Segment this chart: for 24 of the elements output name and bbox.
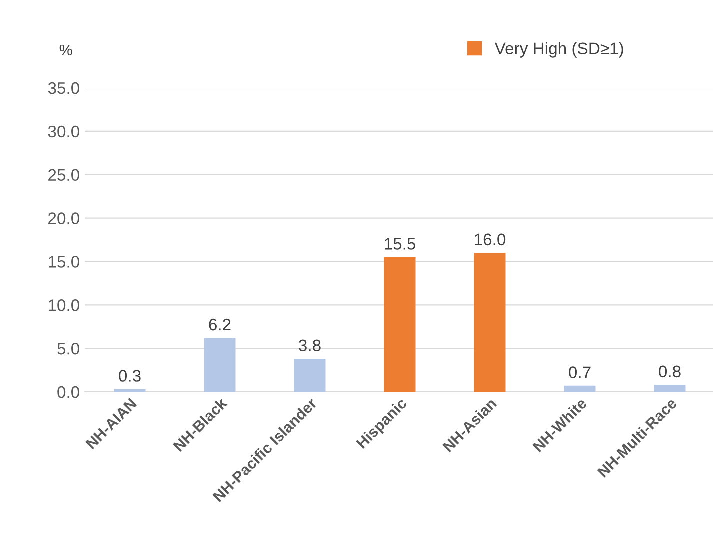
bar	[654, 385, 686, 392]
bar	[294, 358, 326, 392]
bar	[474, 253, 506, 392]
bar	[114, 389, 146, 392]
y-tick-label: 0.0	[58, 386, 80, 398]
data-label: 0.8	[659, 366, 681, 378]
y-axis-title: %	[60, 44, 72, 56]
data-label: 0.3	[119, 370, 141, 382]
data-label: 3.8	[299, 340, 321, 352]
y-tick-label: 10.0	[48, 300, 80, 312]
y-tick-label: 5.0	[58, 342, 80, 355]
y-tick-label: 30.0	[48, 126, 80, 138]
bar	[564, 386, 596, 392]
y-tick-label: 25.0	[48, 169, 80, 182]
y-tick-label: 20.0	[48, 212, 80, 224]
y-tick-label: 15.0	[48, 256, 80, 268]
bar	[384, 257, 416, 392]
data-label: 16.0	[475, 234, 506, 246]
data-label: 6.2	[209, 318, 231, 331]
data-label: 0.7	[569, 366, 591, 378]
y-tick-label: 35.0	[48, 82, 80, 94]
legend-label: Very High (SD≥1)	[494, 42, 624, 58]
bar	[204, 338, 236, 392]
data-label: 15.5	[385, 238, 416, 250]
